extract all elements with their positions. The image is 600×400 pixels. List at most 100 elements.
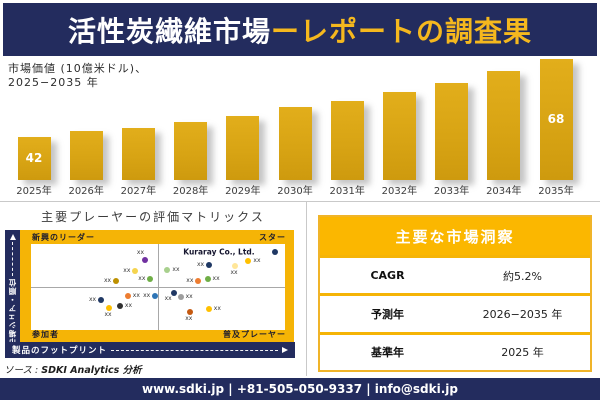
footer-bar: www.sdki.jp | +81-505-050-9337 | info@sd… (0, 378, 600, 400)
bar (226, 115, 260, 180)
source-prefix: ソース : (4, 365, 42, 376)
scatter-point: xx (137, 249, 149, 263)
quadrant-label-participants: 参加者 (32, 330, 59, 339)
point-label: xx (136, 248, 145, 256)
page-title-white: 活性炭繊維市場 (67, 14, 271, 48)
x-axis-dashed-line (111, 349, 278, 351)
scatter-point: xx (245, 257, 261, 264)
scatter-point: xx (143, 292, 159, 299)
bar (278, 106, 312, 180)
scatter-point: xx (165, 289, 177, 301)
bar: 42 (17, 136, 51, 180)
scatter-point: xx (123, 267, 139, 274)
category-label: 2033年 (433, 186, 470, 197)
bar (487, 70, 521, 180)
scatter-point: xx (116, 302, 132, 309)
point-label: xx (212, 275, 220, 283)
scatter-point: xx (104, 304, 113, 317)
row-value-base-year: 2025 年 (501, 346, 544, 360)
category-label: 2031年 (329, 186, 365, 197)
category-label: 2034年 (486, 186, 522, 197)
quadrant-label-emerging-leaders: 新興のリーダー (32, 233, 95, 242)
vertical-divider (306, 202, 307, 376)
scatter-point: xx (186, 277, 202, 284)
point-label: xx (185, 293, 193, 301)
bar-chart: 42 2025年 2026年 2027年 2028年 2029年 2030年 2031年 203… (0, 56, 600, 201)
matrix-title: 主要プレーヤーの評価マトリックス (41, 210, 265, 224)
point-label: xx (253, 256, 261, 264)
arrow-right-icon (282, 347, 288, 353)
table-row: 予測年 2026−2035 年 (320, 293, 590, 331)
scatter-point: xx (164, 267, 180, 274)
point-label: xx (123, 266, 131, 274)
scatter-point: xx (177, 294, 193, 301)
bar (382, 91, 416, 180)
bar (174, 121, 208, 180)
source-note: ソース : SDKI Analytics 分析 (4, 362, 142, 376)
featured-company-label: Kuraray Co., Ltd. (183, 247, 255, 257)
category-label: 2032年 (381, 186, 418, 197)
scatter-point: xx (89, 296, 105, 303)
row-value-cagr: 約5.2% (503, 269, 542, 283)
arrow-up-icon (9, 234, 16, 240)
insights-header: 主要な市場洞察 (320, 217, 590, 255)
category-label: 2029年 (225, 186, 261, 197)
row-value-forecast-years: 2026−2035 年 (482, 307, 563, 321)
point-label: xx (132, 291, 140, 299)
page-title: 活性炭繊維市場ーレポートの調査果 (68, 10, 532, 50)
point-label: xx (103, 276, 112, 284)
y-axis-label: 市場シェア・順位 (8, 278, 17, 346)
row-label-base-year: 基準年 (371, 346, 404, 360)
quadrant-label-stars: スター (259, 233, 286, 242)
bar-value-label: 42 (25, 151, 43, 166)
chart-subtitle-line1: 市場価値 (10億米ドル)、 (8, 62, 148, 75)
source-text: SDKI Analytics 分析 (41, 365, 142, 376)
table-row: 基準年 2025 年 (320, 331, 590, 370)
bar (330, 100, 364, 180)
bar (121, 127, 155, 180)
point-label: xx (143, 291, 151, 299)
market-insights-table: 主要な市場洞察 CAGR 約5.2% 予測年 2026−2035 年 基準年 2… (318, 215, 592, 372)
bar (435, 82, 469, 180)
scatter-point: xx (185, 308, 194, 321)
scatter-point: xx (197, 262, 213, 269)
footer-contact: www.sdki.jp | +81-505-050-9337 | info@sd… (141, 382, 458, 396)
chart-subtitle: 市場価値 (10億米ドル)、 2025−2035 年 (8, 62, 147, 90)
category-label: 2025年 (16, 186, 52, 197)
scatter-point: xx (124, 292, 140, 299)
category-label: 2028年 (172, 186, 209, 197)
category-label: 2027年 (120, 186, 157, 197)
point-label: xx (104, 310, 112, 318)
page-title-gold: ーレポートの調査果 (271, 14, 533, 48)
point-label: xx (172, 266, 180, 274)
scatter-point: xx (138, 275, 154, 282)
quadrant-label-pervasive-players: 普及プレーヤー (223, 330, 286, 339)
point-label: xx (186, 276, 194, 284)
matrix-y-axis: 市場シェア・順位 (5, 230, 20, 358)
x-axis-label: 製品のフットプリント (12, 346, 108, 356)
point-label: xx (124, 301, 132, 309)
scatter-point: xx (205, 306, 221, 313)
matrix-x-axis: 製品のフットプリント (5, 342, 295, 358)
matrix-frame: 新興のリーダー スター 参加者 普及プレーヤー Kuraray Co., Ltd… (20, 230, 294, 342)
point-label: xx (138, 274, 146, 282)
scatter-point: xx (204, 276, 220, 283)
scatter-point: xx (104, 277, 120, 284)
point-label: xx (230, 269, 238, 277)
point-label: xx (196, 261, 205, 269)
scatter-point: xx (230, 263, 239, 276)
point-label: xx (213, 305, 221, 313)
row-label-cagr: CAGR (370, 269, 405, 283)
matrix-plot: Kuraray Co., Ltd. xx xx xx xx xx xx xx xx xx xx xx… (31, 244, 285, 330)
scatter-point (271, 248, 278, 255)
point-label: xx (185, 314, 193, 322)
quadrant-line-horizontal (31, 287, 285, 288)
bar-value-label: 68 (547, 112, 565, 127)
bar (69, 130, 103, 180)
chart-subtitle-line2: 2025−2035 年 (8, 76, 99, 89)
point-label: xx (88, 295, 97, 303)
horizontal-divider (0, 201, 600, 202)
bar: 68 (539, 58, 573, 180)
header-banner: 活性炭繊維市場ーレポートの調査果 (3, 3, 597, 56)
category-label: 2035年 (538, 186, 574, 197)
